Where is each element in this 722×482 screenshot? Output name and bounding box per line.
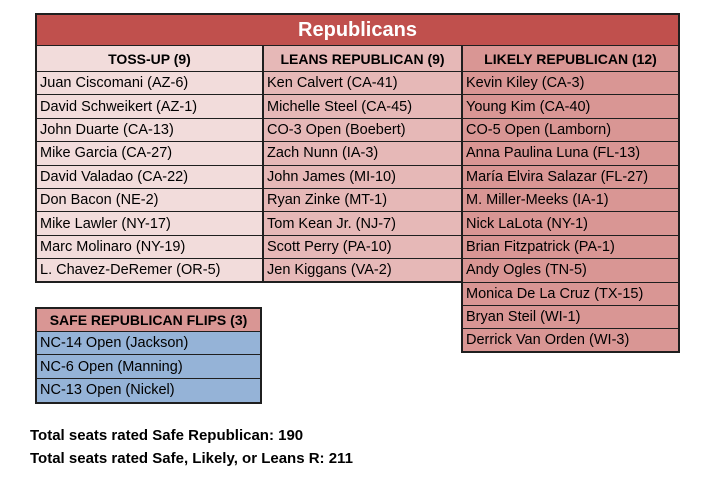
flips-row: NC-13 Open (Nickel) bbox=[37, 378, 260, 403]
column-tossup: TOSS-UP (9) Juan Ciscomani (AZ-6) David … bbox=[35, 46, 262, 283]
flips-row: NC-14 Open (Jackson) bbox=[37, 332, 260, 356]
leans-row: Tom Kean Jr. (NJ-7) bbox=[264, 212, 461, 236]
likely-row: Nick LaLota (NY-1) bbox=[463, 212, 678, 236]
leans-row: Jen Kiggans (VA-2) bbox=[264, 259, 461, 283]
leans-row: CO-3 Open (Boebert) bbox=[264, 118, 461, 143]
flips-table-header: SAFE REPUBLICAN FLIPS (3) bbox=[37, 309, 260, 332]
tossup-row: Don Bacon (NE-2) bbox=[37, 188, 262, 213]
total-safe-likely-leans: Total seats rated Safe, Likely, or Leans… bbox=[30, 450, 353, 467]
likely-row: M. Miller-Meeks (IA-1) bbox=[463, 188, 678, 213]
safe-republican-flips-table: SAFE REPUBLICAN FLIPS (3) NC-14 Open (Ja… bbox=[35, 307, 262, 405]
flips-row: NC-6 Open (Manning) bbox=[37, 355, 260, 379]
tossup-row: Marc Molinaro (NY-19) bbox=[37, 235, 262, 260]
likely-row: Monica De La Cruz (TX-15) bbox=[463, 282, 678, 306]
column-header-leans: LEANS REPUBLICAN (9) bbox=[264, 46, 461, 72]
tossup-row: David Valadao (CA-22) bbox=[37, 165, 262, 189]
totals-summary: Total seats rated Safe Republican: 190 T… bbox=[30, 424, 353, 470]
table-title: Republicans bbox=[35, 13, 680, 46]
likely-row: Kevin Kiley (CA-3) bbox=[463, 72, 678, 96]
leans-row: Scott Perry (PA-10) bbox=[264, 235, 461, 260]
likely-row: CO-5 Open (Lamborn) bbox=[463, 118, 678, 143]
likely-row: Bryan Steil (WI-1) bbox=[463, 305, 678, 330]
leans-row: Ryan Zinke (MT-1) bbox=[264, 188, 461, 213]
leans-row: Ken Calvert (CA-41) bbox=[264, 72, 461, 96]
column-header-tossup: TOSS-UP (9) bbox=[37, 46, 262, 72]
tossup-row: Juan Ciscomani (AZ-6) bbox=[37, 72, 262, 96]
column-leans-republican: LEANS REPUBLICAN (9) Ken Calvert (CA-41)… bbox=[262, 46, 461, 283]
likely-row: Andy Ogles (TN-5) bbox=[463, 259, 678, 283]
rating-columns: TOSS-UP (9) Juan Ciscomani (AZ-6) David … bbox=[35, 46, 680, 353]
total-safe-republican: Total seats rated Safe Republican: 190 bbox=[30, 427, 304, 444]
leans-row: Michelle Steel (CA-45) bbox=[264, 95, 461, 119]
column-likely-republican: LIKELY REPUBLICAN (12) Kevin Kiley (CA-3… bbox=[461, 46, 680, 353]
tossup-row: Mike Garcia (CA-27) bbox=[37, 142, 262, 166]
republicans-table: Republicans TOSS-UP (9) Juan Ciscomani (… bbox=[35, 13, 680, 353]
likely-row: Anna Paulina Luna (FL-13) bbox=[463, 142, 678, 166]
tossup-row: L. Chavez-DeRemer (OR-5) bbox=[37, 259, 262, 283]
leans-row: Zach Nunn (IA-3) bbox=[264, 142, 461, 166]
likely-row: Brian Fitzpatrick (PA-1) bbox=[463, 235, 678, 260]
leans-row: John James (MI-10) bbox=[264, 165, 461, 189]
tossup-row: Mike Lawler (NY-17) bbox=[37, 212, 262, 236]
likely-row: Derrick Van Orden (WI-3) bbox=[463, 329, 678, 353]
column-header-likely: LIKELY REPUBLICAN (12) bbox=[463, 46, 678, 72]
tossup-row: David Schweikert (AZ-1) bbox=[37, 95, 262, 119]
likely-row: María Elvira Salazar (FL-27) bbox=[463, 165, 678, 189]
tossup-row: John Duarte (CA-13) bbox=[37, 118, 262, 143]
likely-row: Young Kim (CA-40) bbox=[463, 95, 678, 119]
